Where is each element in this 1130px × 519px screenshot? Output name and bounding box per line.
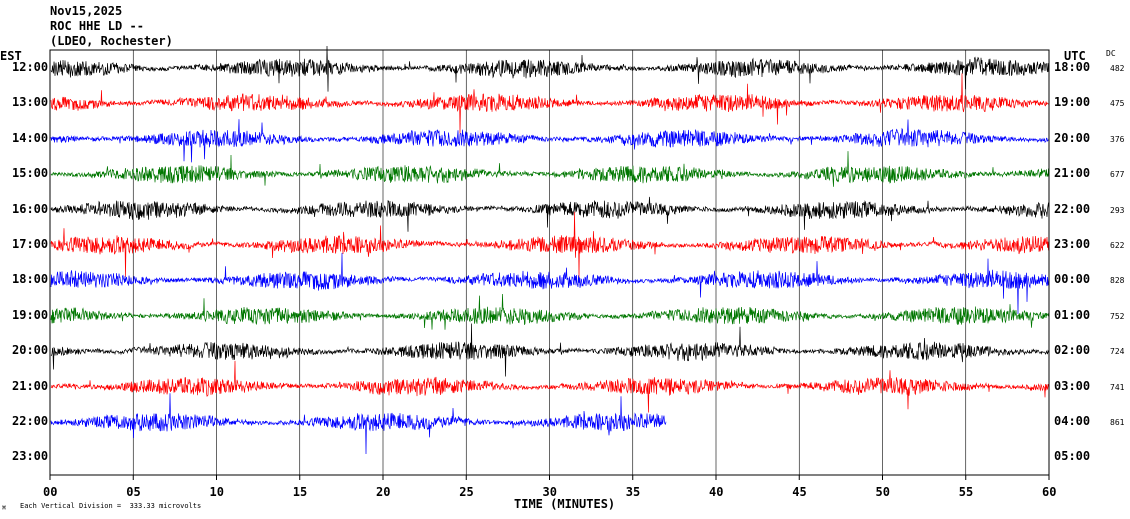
utc-hour-label: 19:00 — [1054, 95, 1091, 110]
footer-note: Each Vertical Division = 333.33 microvol… — [20, 502, 202, 510]
dc-value: 482 — [1110, 64, 1125, 73]
x-tick-label: 60 — [1042, 485, 1057, 499]
trace-group — [50, 45, 1050, 455]
dc-value: 293 — [1110, 205, 1125, 215]
x-tick-label: 50 — [875, 485, 890, 499]
trace-line — [50, 151, 1050, 187]
x-axis-title: TIME (MINUTES) — [514, 497, 616, 511]
header-station: ROC HHE LD -- — [50, 19, 144, 33]
x-tick-label: 00 — [43, 485, 58, 499]
trace-line — [50, 393, 667, 455]
dc-value: 622 — [1110, 241, 1125, 250]
trace-line — [50, 196, 1050, 232]
dc-value: 475 — [1110, 99, 1125, 109]
x-tick-label: 35 — [625, 485, 641, 499]
dc-value: 861 — [1110, 418, 1125, 427]
footer-mark: ⌘ — [2, 504, 7, 512]
est-hour-label: 17:00 — [12, 237, 49, 251]
dc-value: 741 — [1110, 382, 1125, 392]
dc-value: 376 — [1110, 134, 1125, 144]
trace-line — [50, 323, 1050, 377]
right-axis-title: UTC — [1064, 49, 1086, 63]
est-hour-label: 14:00 — [12, 130, 49, 145]
x-tick-label: 45 — [792, 485, 807, 499]
utc-hour-label: 04:00 — [1054, 414, 1091, 428]
dc-value: 677 — [1110, 170, 1125, 180]
est-hour-label: 22:00 — [12, 414, 49, 428]
trace-line — [50, 73, 1050, 134]
utc-hour-label: 02:00 — [1054, 343, 1091, 358]
left-axis-title: EST — [0, 49, 22, 63]
dc-value: 828 — [1110, 276, 1125, 286]
est-hour-label: 12:00 — [12, 60, 49, 74]
x-tick-label: 20 — [376, 485, 391, 499]
est-hour-label: 15:00 — [12, 166, 49, 181]
est-hour-label: 18:00 — [12, 272, 49, 287]
est-hour-label: 19:00 — [12, 307, 49, 322]
utc-hour-label: 18:00 — [1054, 60, 1091, 74]
x-tick-label: 15 — [292, 485, 308, 499]
x-tick-label: 55 — [958, 485, 974, 499]
dc-value: 752 — [1110, 311, 1125, 321]
trace-line — [50, 45, 1050, 92]
dc-title: DC — [1106, 49, 1116, 58]
x-tick-label: 40 — [709, 485, 724, 499]
utc-hour-label: 01:00 — [1054, 307, 1091, 322]
x-tick-label: 25 — [459, 485, 474, 499]
x-tick-label: 10 — [209, 485, 224, 499]
trace-line — [50, 293, 1050, 330]
x-tick-label: 30 — [542, 485, 557, 499]
x-tick-label: 05 — [126, 485, 141, 499]
trace-line — [50, 252, 1050, 315]
trace-line — [50, 119, 1050, 163]
trace-line — [50, 211, 1050, 279]
utc-hour-label: 21:00 — [1054, 166, 1091, 181]
dc-value: 724 — [1110, 347, 1125, 357]
utc-hour-label: 22:00 — [1054, 201, 1091, 216]
header-location: (LDEO, Rochester) — [50, 34, 173, 48]
utc-hour-label: 03:00 — [1054, 378, 1091, 393]
est-hour-label: 20:00 — [12, 343, 49, 358]
trace-line — [50, 360, 1050, 413]
est-hour-label: 23:00 — [12, 449, 49, 464]
est-hour-label: 16:00 — [12, 201, 49, 216]
utc-hour-label: 20:00 — [1054, 130, 1091, 145]
est-hour-label: 21:00 — [12, 378, 49, 393]
x-ticks — [49, 475, 1050, 480]
header-date: Nov15,2025 — [50, 4, 123, 18]
utc-hour-label: 00:00 — [1054, 272, 1091, 287]
vertical-grid — [132, 50, 967, 475]
utc-hour-label: 05:00 — [1054, 449, 1091, 464]
est-hour-label: 13:00 — [12, 95, 49, 110]
utc-hour-label: 23:00 — [1054, 237, 1091, 251]
